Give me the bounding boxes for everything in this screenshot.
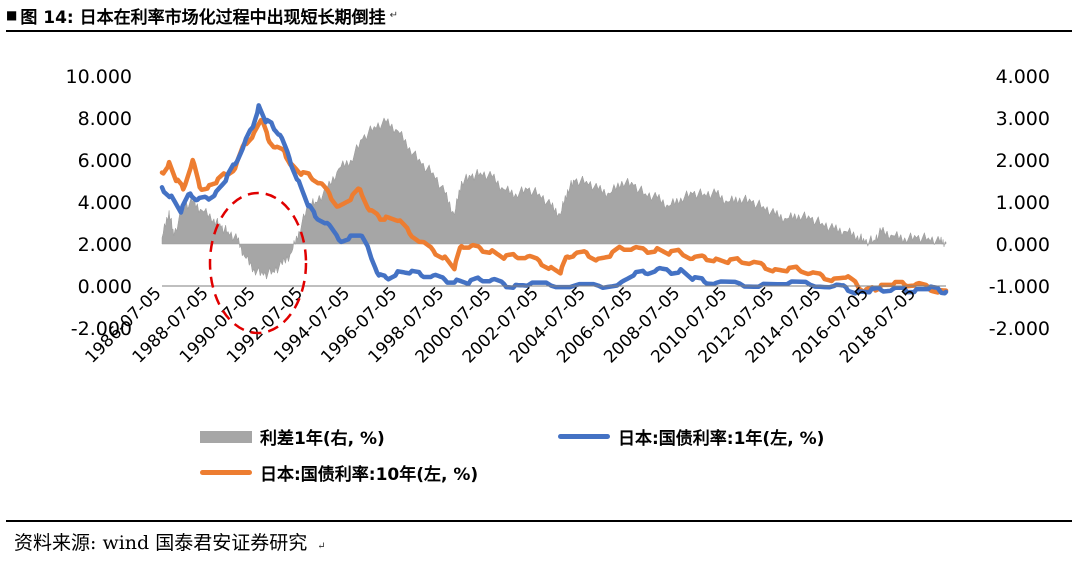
footer-rule [6,520,1072,522]
title-marker: ■ [6,8,18,22]
y-right-tick-label: 1.000 [996,192,1050,214]
y-right-tick-label: 3.000 [996,108,1050,130]
legend-jgb1y-swatch [558,434,610,439]
jgb1y-line [159,103,949,296]
y-left-tick-label: 2.000 [78,234,132,256]
legend-jgb10y-label: 日本:国债利率:10年(左, %) [260,465,479,485]
spread-area-layer [161,117,947,280]
legend-jgb10y: 日本:国债利率:10年(左, %) [200,460,478,485]
y-right-tick-label: 2.000 [996,150,1050,172]
y-left-tick-label: 8.000 [78,108,132,130]
y-right-tick-label: -2.000 [989,318,1050,340]
paragraph-mark-icon: ↵ [389,9,399,21]
chart: 10.000 8.000 6.000 4.000 2.000 0.000 -2.000 4.0… [66,66,1050,367]
legend-spread-label: 利差1年(右, %) [260,429,385,449]
paragraph-mark-icon: ↵ [317,541,326,552]
rate-lines-layer [159,103,949,296]
y-left-tick-label: 10.000 [66,66,132,88]
y-right-tick-label: 4.000 [996,66,1050,88]
source-text: 资料来源: wind 国泰君安证券研究 [14,532,308,554]
y-left-tick-label: 6.000 [78,150,132,172]
annotation-circle [208,191,308,335]
legend-jgb10y-swatch [200,470,252,475]
y-left-tick-label: 0.000 [78,276,132,298]
y-right-tick-label: 0.000 [996,234,1050,256]
legend-jgb1y: 日本:国债利率:1年(左, %) [558,424,824,449]
legend-spread-swatch [200,430,252,443]
spread-area [161,117,947,280]
title-text: 图 14: 日本在利率市场化过程中出现短长期倒挂 [20,7,386,28]
y-left-tick-label: 4.000 [78,192,132,214]
figure-title: ■ 图 14: 日本在利率市场化过程中出现短长期倒挂 ↵ [6,0,1072,32]
source-note: 资料来源: wind 国泰君安证券研究 ↵ [14,528,326,555]
legend-jgb1y-label: 日本:国债利率:1年(左, %) [618,429,825,449]
y-right-tick-label: -1.000 [989,276,1050,298]
legend-spread: 利差1年(右, %) [200,424,385,449]
y-left-tick-label: -2.000 [71,318,132,340]
jgb10y-line [159,117,949,295]
